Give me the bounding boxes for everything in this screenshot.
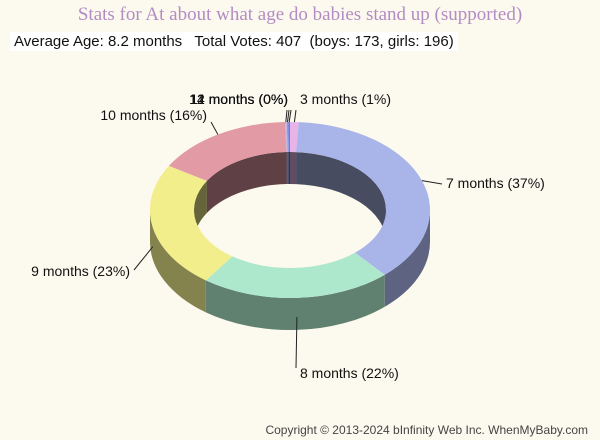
slice-inner-wall: [288, 152, 290, 185]
slice-leader-line: [288, 109, 292, 123]
slice-leader-line: [285, 109, 288, 123]
slice-leader-line: [133, 246, 154, 271]
slice-top: [284, 122, 288, 153]
slice-top: [288, 122, 290, 153]
slice-leader-line: [210, 121, 219, 135]
slice-inner-wall: [287, 152, 289, 185]
slice-leader-line: [421, 180, 443, 185]
label-leaders: [133, 109, 443, 369]
chart-title: Stats for At about what age do babies st…: [77, 4, 523, 25]
slice-leader-line: [286, 109, 290, 123]
copyright-text: Copyright © 2013-2024 bInfinity Web Inc.…: [265, 423, 588, 437]
slice-label: 14 months (0%): [189, 91, 288, 107]
slice-label: 12 months (0%): [189, 91, 288, 107]
slice-inner-wall: [206, 152, 287, 213]
slice-label: 8 months (22%): [300, 365, 399, 381]
donut-sides: [150, 152, 430, 331]
slice-inner-wall: [290, 152, 297, 185]
slice-labels: 3 months (1%) 7 months (37%) 8 months (22%…: [31, 91, 545, 381]
slice-inner-wall: [296, 152, 386, 242]
slice-top: [290, 122, 299, 153]
slice-outer-wall: [150, 210, 206, 313]
slice-top: [168, 122, 287, 181]
donut-tops: [149, 122, 431, 299]
slice-top: [205, 252, 385, 299]
slice-outer-wall: [205, 274, 385, 331]
slice-top: [296, 122, 431, 275]
slice-label: 9 months (23%): [31, 263, 130, 279]
slice-label: 3 months (1%): [300, 91, 391, 107]
slice-outer-wall: [384, 210, 430, 307]
slice-label: 7 months (37%): [446, 175, 545, 191]
slice-label: 10 months (16%): [100, 107, 207, 123]
slice-label: 11 months (0%): [190, 91, 288, 107]
slice-leader-line: [295, 317, 298, 369]
slice-top: [149, 165, 233, 281]
slice-leader-line: [293, 109, 297, 123]
summary-line: Average Age: 8.2 months Total Votes: 407…: [10, 32, 458, 51]
slice-inner-wall: [286, 152, 288, 185]
slice-top: [286, 122, 289, 153]
